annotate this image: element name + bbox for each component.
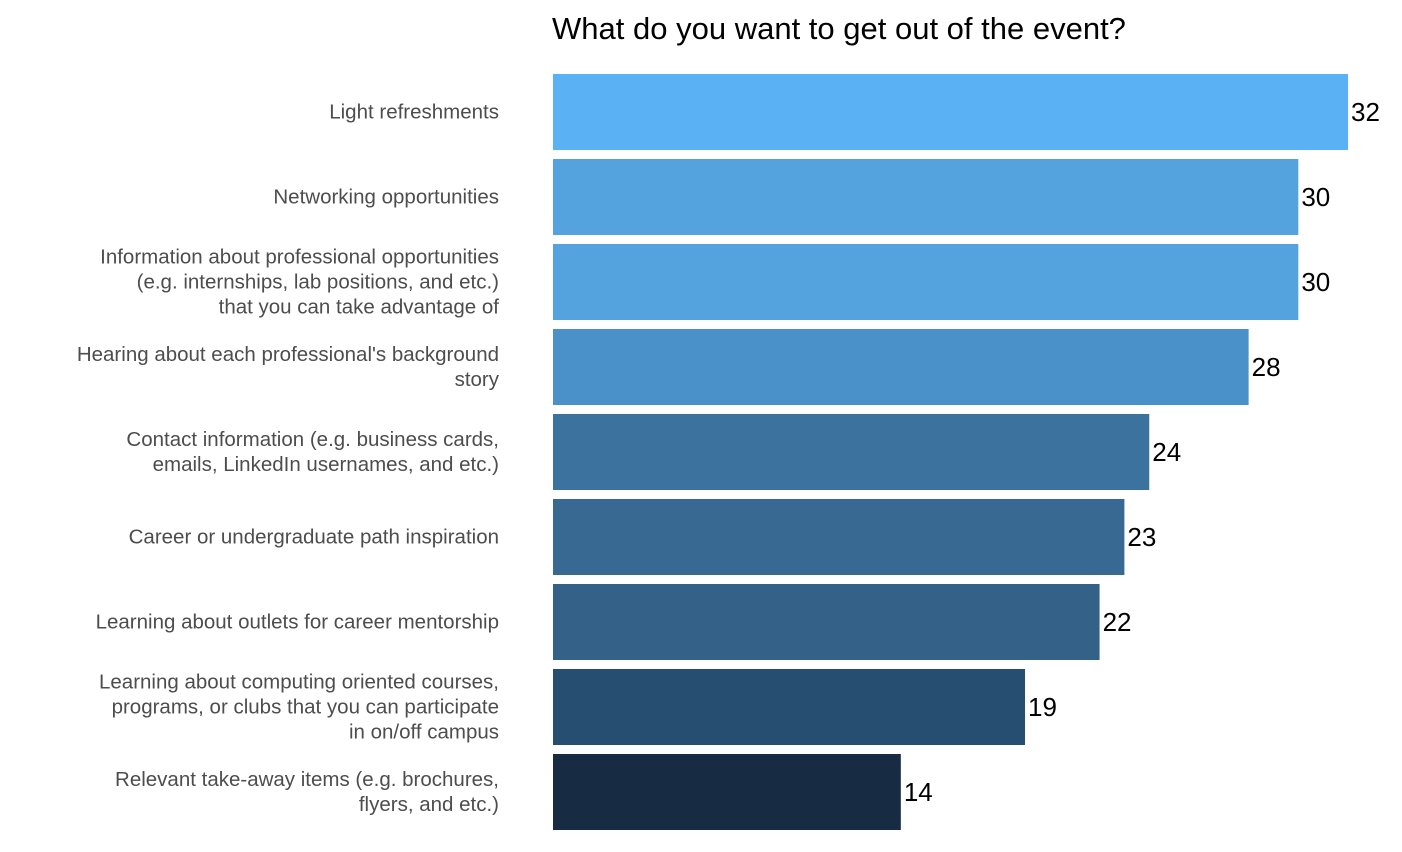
category-label: Contact information (e.g. business cards… (126, 428, 499, 476)
category-label-line: flyers, and etc.) (359, 793, 499, 816)
bar-value-label: 24 (1152, 437, 1181, 467)
bar (553, 414, 1150, 490)
category-label-line: emails, LinkedIn usernames, and etc.) (153, 453, 499, 476)
bars-layer (553, 74, 1348, 830)
category-label-line: in on/off campus (349, 721, 499, 744)
bar (553, 244, 1299, 320)
bar (553, 159, 1299, 235)
category-label-line: Relevant take-away items (e.g. brochures… (115, 768, 499, 791)
bar-value-label: 23 (1127, 522, 1156, 552)
category-label: Learning about outlets for career mentor… (96, 611, 499, 634)
category-label: Hearing about each professional's backgr… (77, 343, 500, 391)
category-label-line: Career or undergraduate path inspiration (129, 526, 499, 549)
bar (553, 669, 1026, 745)
category-label-line: programs, or clubs that you can particip… (112, 696, 499, 719)
bar (553, 584, 1100, 660)
chart-title: What do you want to get out of the event… (552, 11, 1126, 46)
category-label: Light refreshments (329, 101, 499, 124)
bar-value-label: 30 (1301, 267, 1330, 297)
category-label-line: Hearing about each professional's backgr… (77, 343, 499, 366)
bar-value-label: 32 (1351, 97, 1380, 127)
category-label-line: that you can take advantage of (219, 296, 500, 319)
category-label: Career or undergraduate path inspiration (129, 526, 499, 549)
category-label-line: story (455, 368, 500, 391)
category-label-line: Learning about computing oriented course… (99, 671, 499, 694)
category-label: Information about professional opportuni… (100, 246, 499, 319)
bar-value-label: 28 (1252, 352, 1281, 382)
category-label: Relevant take-away items (e.g. brochures… (115, 768, 499, 816)
bar-value-label: 22 (1103, 607, 1132, 637)
category-label-line: (e.g. internships, lab positions, and et… (137, 271, 499, 294)
category-label-line: Light refreshments (329, 101, 499, 124)
bar-value-label: 14 (904, 777, 933, 807)
value-labels: 32 30 30 28 24 23 22 19 14 (904, 97, 1380, 807)
bar (553, 74, 1348, 150)
category-label-line: Networking opportunities (273, 186, 499, 209)
bar (553, 329, 1249, 405)
category-label-line: Contact information (e.g. business cards… (126, 428, 499, 451)
bar (553, 499, 1125, 575)
bar-value-label: 30 (1301, 182, 1330, 212)
category-label: Networking opportunities (273, 186, 499, 209)
category-label: Learning about computing oriented course… (99, 671, 499, 744)
category-label-line: Learning about outlets for career mentor… (96, 611, 499, 634)
category-label-line: Information about professional opportuni… (100, 246, 499, 269)
bar-value-label: 19 (1028, 692, 1057, 722)
category-labels: Light refreshments Networking opportuniti… (77, 101, 500, 817)
bar (553, 754, 901, 830)
